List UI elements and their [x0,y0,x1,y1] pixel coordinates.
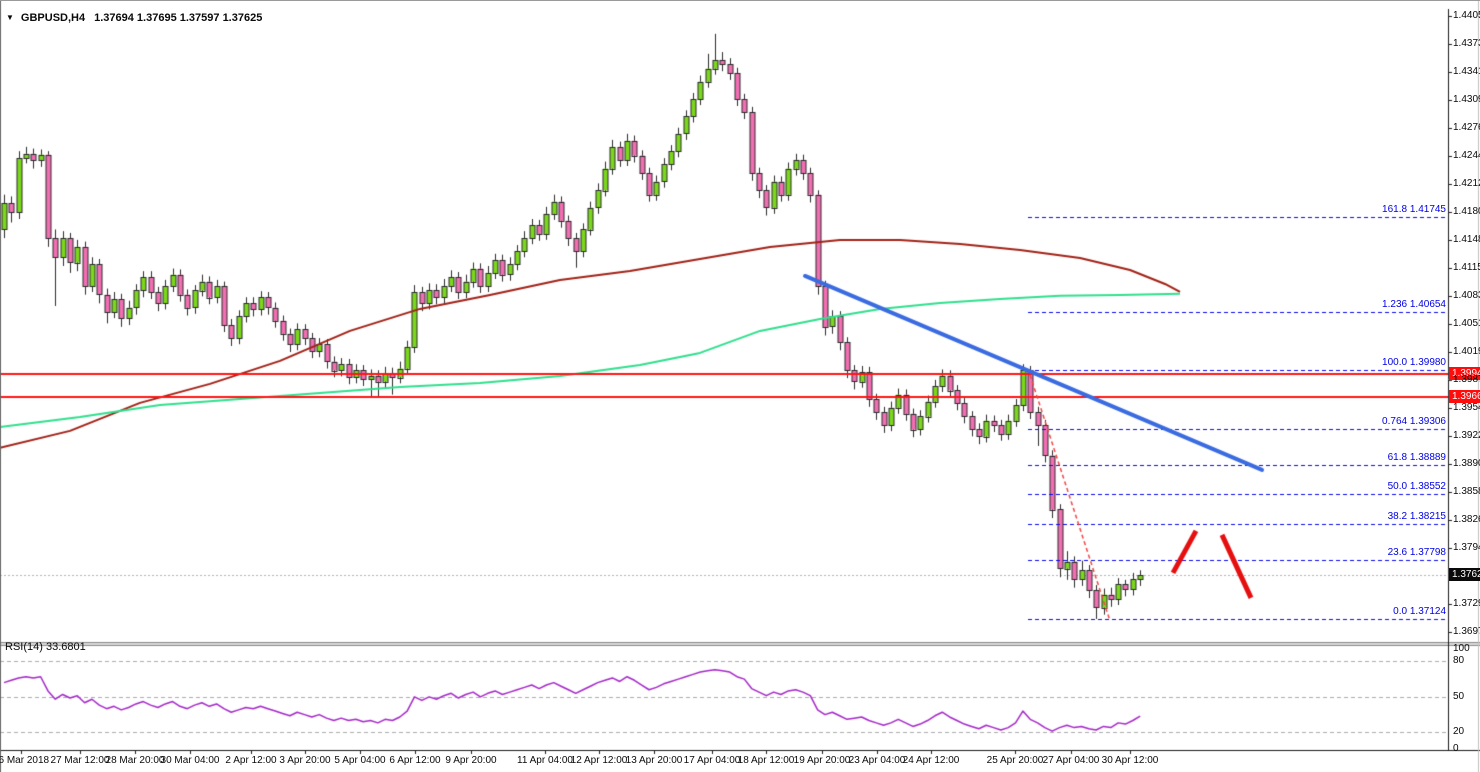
price-tick-label: 1.40190 [1453,346,1480,358]
date-tick-label: 26 Mar 2018 [0,755,50,766]
date-tick-label: 28 Mar 20:00 [105,755,165,766]
fib-level-label: 161.8 1.41745 [1382,203,1446,215]
price-tick-label: 1.38260 [1453,513,1480,525]
fib-level-label: 0.0 1.37124 [1393,605,1446,617]
price-tick-label: 1.37940 [1453,541,1480,553]
rsi-scale-label: 20 [1453,726,1465,738]
price-tick-label: 1.37295 [1453,597,1480,609]
date-tick-label: 19 Apr 20:00 [793,755,851,766]
date-tick-label: 13 Apr 20:00 [625,755,683,766]
date-tick-label: 17 Apr 04:00 [683,755,741,766]
price-tick-label: 1.40835 [1453,289,1480,301]
fib-level-label: 1.236 1.40654 [1382,298,1446,310]
date-tick-label: 12 Apr 12:00 [570,755,628,766]
fib-level-label: 50.0 1.38552 [1387,481,1446,493]
date-tick-label: 27 Mar 12:00 [50,755,110,766]
resistance-price-tag-1: 1.39941 [1449,366,1480,380]
fib-level-label: 100.0 1.39980 [1382,357,1446,369]
price-tick-label: 1.39225 [1453,429,1480,441]
price-tick-label: 1.42765 [1453,122,1480,134]
price-tick-label: 1.43090 [1453,93,1480,105]
date-tick-label: 9 Apr 20:00 [445,755,497,766]
current-price-tag: 1.37625 [1449,568,1480,582]
date-tick-label: 23 Apr 04:00 [848,755,906,766]
date-tick-label: 11 Apr 04:00 [517,755,573,766]
price-tick-label: 1.44055 [1453,10,1480,21]
date-tick-label: 30 Apr 12:00 [1101,755,1159,766]
date-tick-label: 30 Mar 04:00 [160,755,220,766]
price-tick-label: 1.40515 [1453,317,1480,329]
date-tick-label: 5 Apr 04:00 [334,755,386,766]
date-tick-label: 24 Apr 12:00 [902,755,960,766]
price-tick-label: 1.41155 [1453,262,1480,274]
price-tick-label: 1.39545 [1453,402,1480,414]
price-tick-label: 1.43730 [1453,38,1480,50]
date-tick-label: 18 Apr 12:00 [737,755,795,766]
rsi-scale-label: 100 [1453,643,1470,654]
date-tick-label: 6 Apr 12:00 [389,755,441,766]
price-tick-label: 1.38905 [1453,457,1480,469]
fib-level-label: 23.6 1.37798 [1387,547,1446,558]
rsi-scale-label: 0 [1453,743,1459,754]
price-tick-label: 1.42445 [1453,149,1480,161]
date-tick-label: 2 Apr 12:00 [225,755,277,766]
rsi-scale-label: 50 [1453,690,1465,702]
resistance-price-tag-2: 1.39668 [1449,390,1480,404]
date-tick-label: 27 Apr 04:00 [1042,755,1100,766]
fib-level-label: 61.8 1.38889 [1387,452,1446,464]
price-tick-label: 1.39870 [1453,373,1480,385]
price-tick-label: 1.38580 [1453,486,1480,498]
date-tick-label: 25 Apr 20:00 [986,755,1044,766]
fib-level-label: 0.764 1.39306 [1382,415,1446,427]
price-tick-label: 1.41480 [1453,233,1480,245]
rsi-scale-label: 80 [1453,655,1465,667]
price-tick-label: 1.43410 [1453,66,1480,78]
price-tick-label: 1.36970 [1453,626,1480,637]
price-tick-label: 1.42120 [1453,178,1480,190]
fib-level-label: 38.2 1.38215 [1387,510,1446,522]
date-tick-label: 3 Apr 20:00 [279,755,331,766]
price-tick-label: 1.41800 [1453,206,1480,218]
